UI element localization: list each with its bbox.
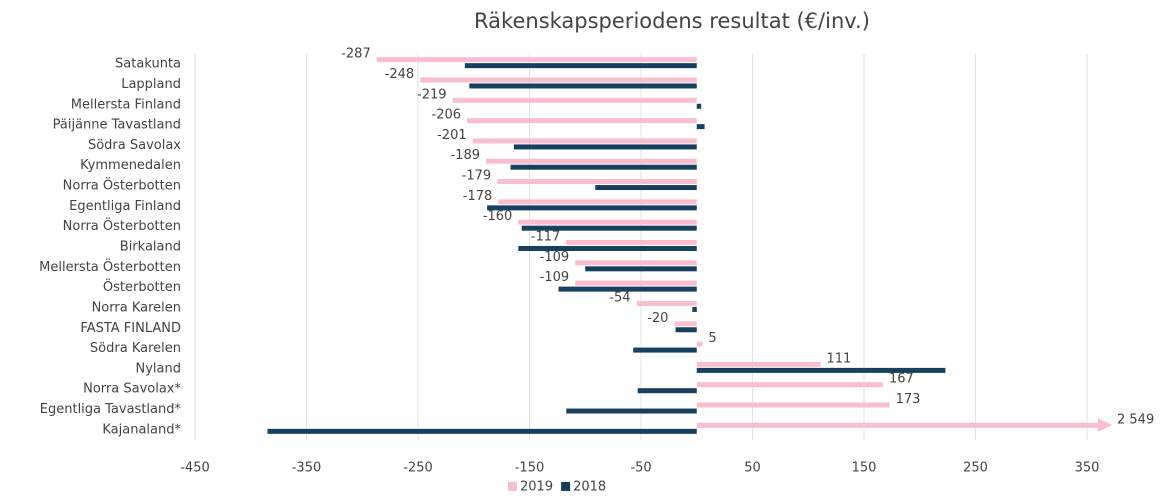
data-label: -206 [432,108,462,123]
data-label: -109 [540,270,570,285]
category-label: Lappland [121,77,181,92]
category-label: FASTA FINLAND [80,321,181,336]
x-tick-label: -150 [515,461,545,476]
category-label: Nyland [136,361,182,376]
bar [472,138,697,144]
bar [674,321,697,327]
category-label: Norra Karelen [92,300,181,315]
category-label: Södra Karelen [90,341,181,356]
x-tick-label: 350 [1075,461,1100,476]
data-label: -117 [531,230,561,245]
bar [696,367,946,373]
bar [452,97,697,103]
bar [637,388,697,394]
bar [575,260,697,266]
bar [696,402,890,408]
bar [595,185,697,191]
data-label: 111 [827,351,852,366]
category-label: Norra Österbotten [63,177,181,194]
category-label: Birkaland [120,240,181,255]
x-tick-label: -450 [180,461,210,476]
bar [420,77,697,83]
x-tick-label: 50 [744,461,761,476]
category-label: Egentliga Tavastland* [40,402,182,417]
bar [267,428,697,434]
legend-swatch [561,482,571,491]
data-label: -160 [483,209,513,224]
data-label: 167 [889,372,914,387]
bar [696,422,1100,428]
bar [696,124,705,130]
bar [518,219,697,225]
category-label: Päijänne Tavastland [53,118,181,133]
x-tick-label: -50 [630,461,651,476]
bar [696,382,883,388]
category-label: Mellersta Finland [71,97,181,112]
bar [487,205,697,211]
bar [558,286,697,292]
bar [575,280,697,286]
data-label: -201 [437,128,467,143]
category-label: Kajanaland* [102,422,181,437]
bar [498,199,697,205]
bar [696,361,821,367]
legend-label: 2018 [573,480,606,495]
data-label: -219 [417,87,447,102]
bar [692,306,697,312]
bar [464,63,697,69]
bar [510,164,697,170]
chart-title: Räkenskapsperiodens resultat (€/inv.) [474,9,870,33]
bar [469,83,697,89]
data-label: 2 549 [1117,412,1154,427]
data-label: -189 [450,148,480,163]
bar [636,300,697,306]
category-label: Kymmenedalen [80,158,181,173]
category-label: Österbotten [103,278,181,295]
bar [633,347,697,353]
data-label: -178 [463,189,493,204]
bar [376,57,697,63]
bar [585,266,697,272]
data-label: 173 [896,392,921,407]
data-label: -20 [647,311,668,326]
data-label: -248 [385,67,415,82]
bar [518,246,697,251]
category-label: Egentliga Finland [69,199,181,214]
bar [696,341,703,347]
category-label: Satakunta [115,57,181,72]
legend-label: 2019 [520,480,553,495]
bar [513,144,697,150]
category-label: Mellersta Österbotten [39,258,181,275]
bar [696,103,702,109]
data-label: -54 [609,290,630,305]
bar [566,240,697,245]
category-label: Södra Savolax [88,138,181,153]
data-label: -179 [462,169,492,184]
category-label: Norra Österbotten [63,217,181,234]
overflow-arrow [1098,418,1112,432]
x-tick-label: 250 [963,461,988,476]
bar [486,158,697,164]
category-label: Norra Savolax* [83,382,181,397]
x-tick-label: 150 [852,461,877,476]
bar [521,225,697,231]
data-label: -109 [540,250,570,265]
bar [497,179,697,185]
data-label: 5 [708,331,716,346]
x-tick-label: -350 [292,461,322,476]
data-label: -287 [341,47,371,62]
x-tick-label: -250 [403,461,433,476]
bar [467,118,697,124]
bar [675,327,697,333]
legend-swatch [508,482,517,491]
bar [566,408,697,414]
